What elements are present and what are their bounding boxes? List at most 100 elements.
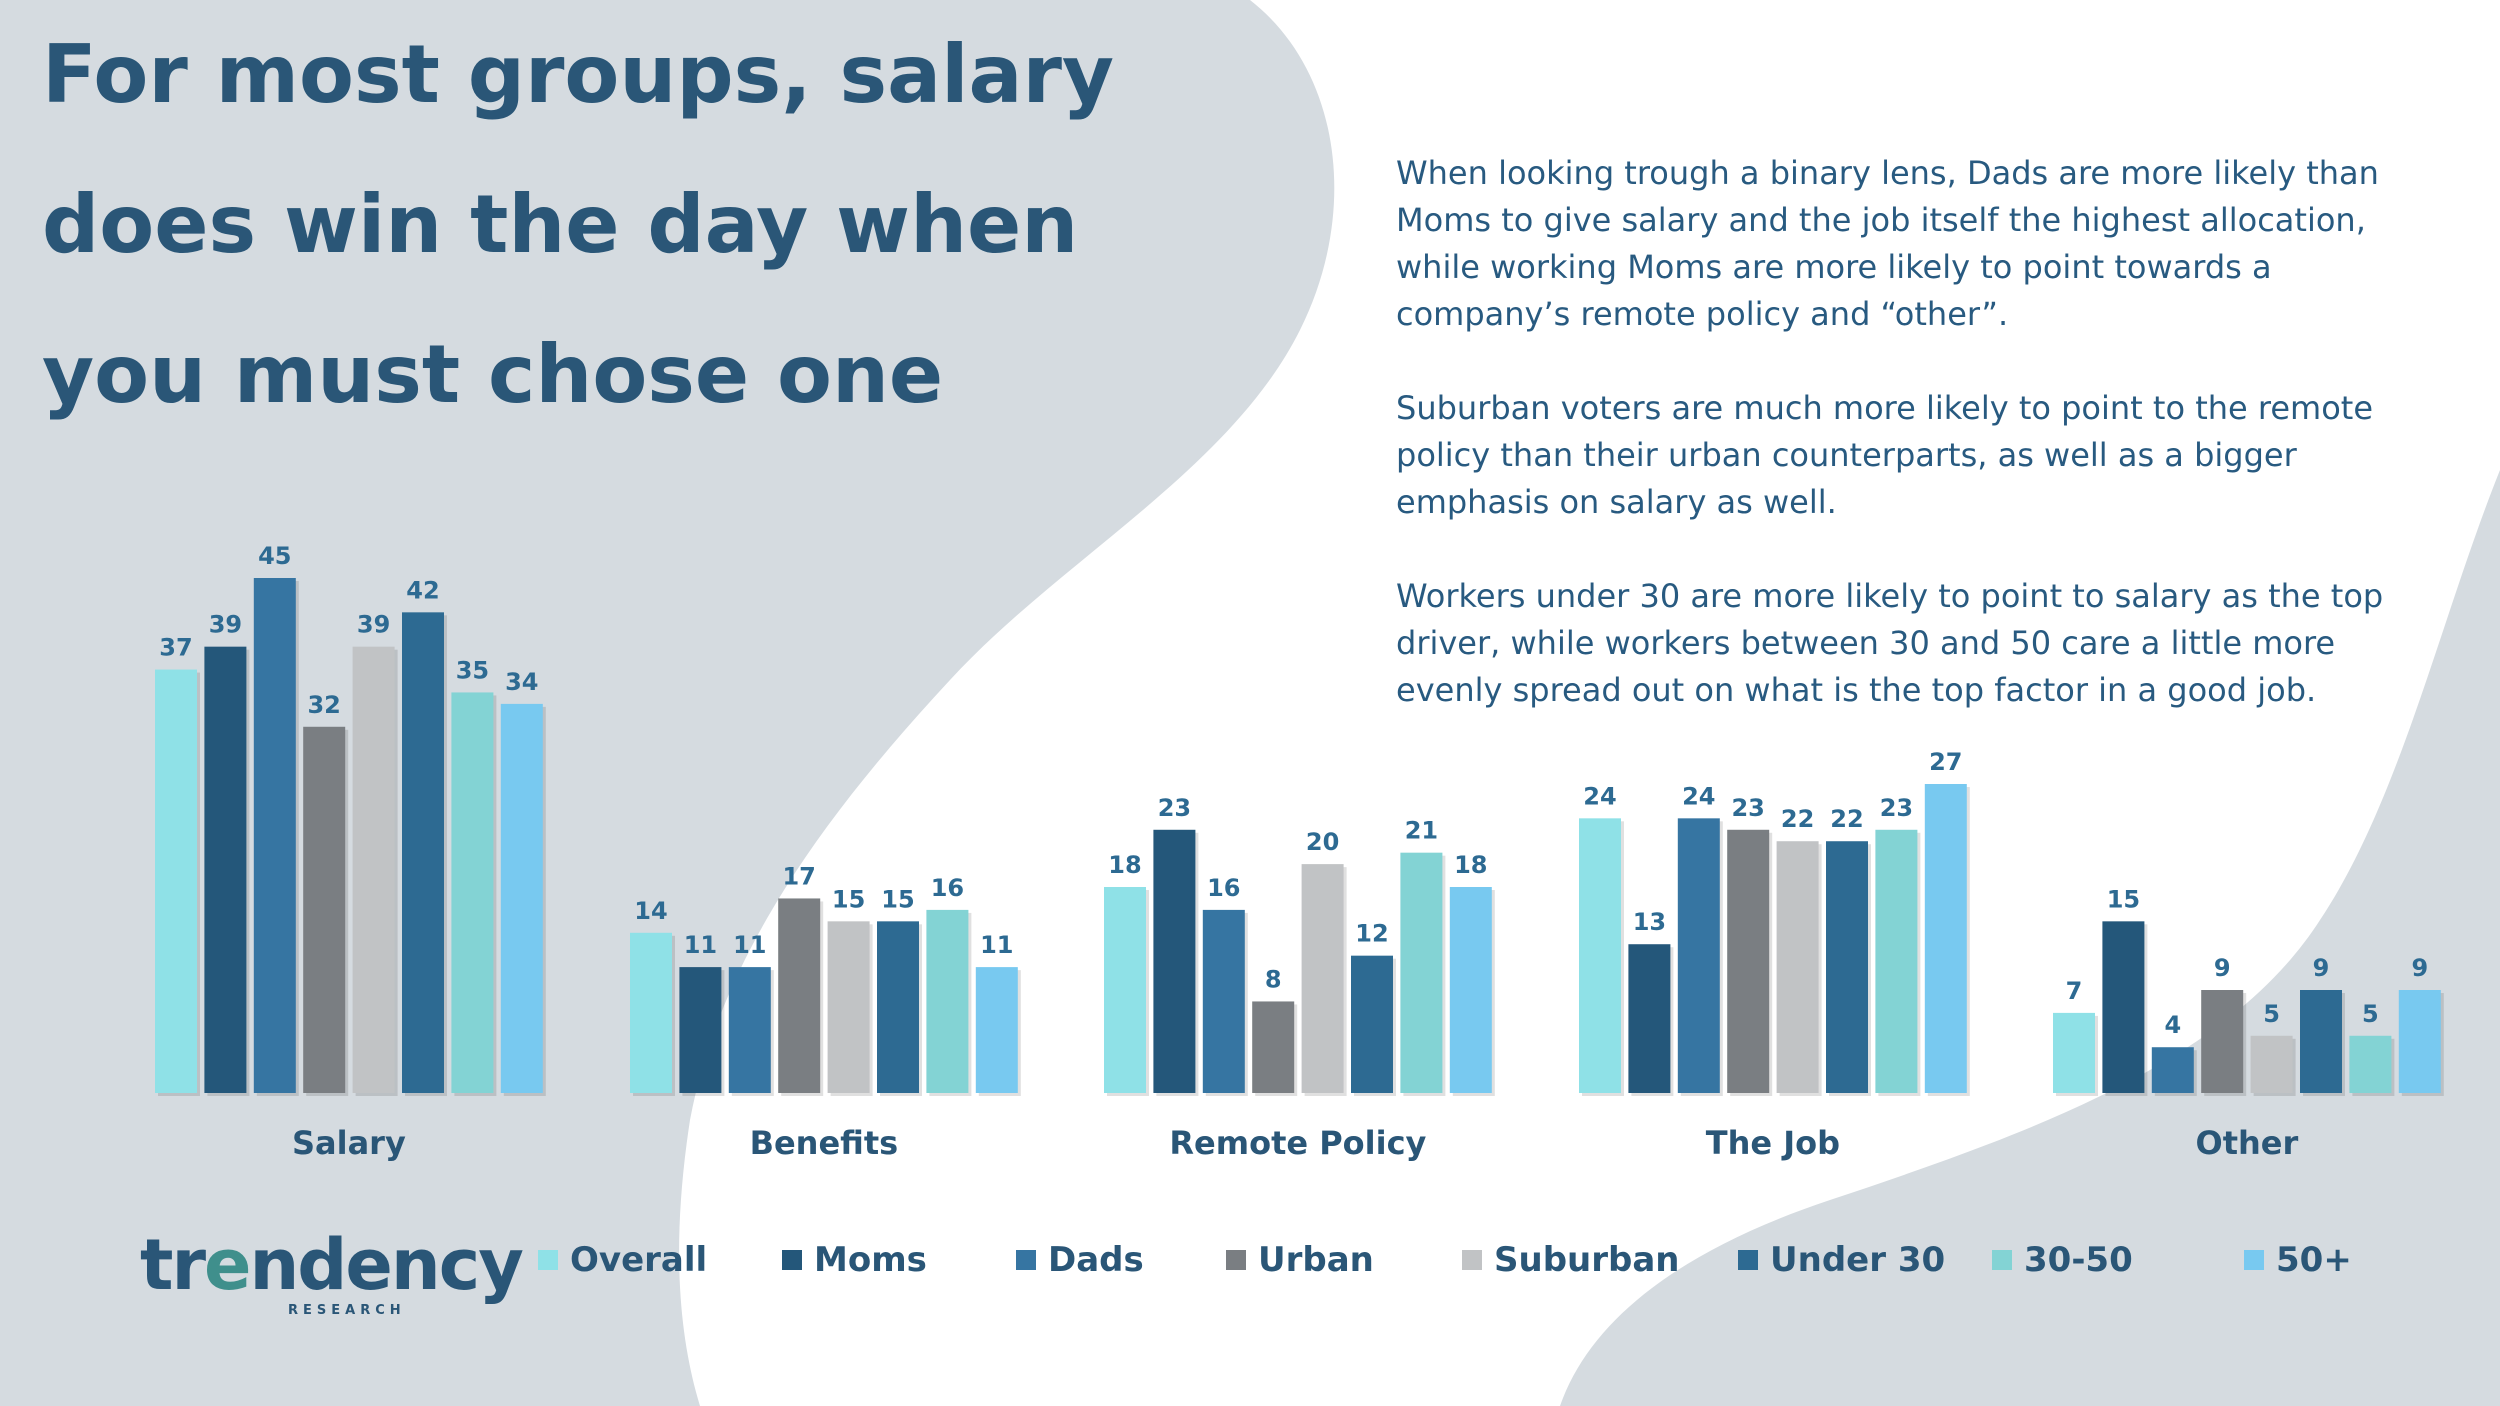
- data-label: 11: [733, 931, 766, 959]
- bar-remote-policy-suburban: [1301, 864, 1344, 1093]
- bar-the-job-urban: [1727, 829, 1770, 1093]
- data-label: 11: [980, 931, 1013, 959]
- category-label-benefits: Benefits: [750, 1124, 899, 1162]
- data-label: 13: [1633, 908, 1666, 936]
- bar-remote-policy-overall: [1104, 887, 1146, 1093]
- bar-remote-policy-urban: [1252, 1001, 1295, 1093]
- data-label: 22: [1781, 805, 1814, 833]
- legend-label: Dads: [1048, 1240, 1144, 1280]
- data-label: 7: [2066, 977, 2083, 1005]
- legend-item-50+: 50+: [2244, 1240, 2352, 1280]
- data-label: 11: [684, 931, 717, 959]
- legend-label: Moms: [814, 1240, 927, 1280]
- bar-other-moms: [2102, 921, 2145, 1093]
- category-label-remote-policy: Remote Policy: [1169, 1124, 1426, 1162]
- legend-label: Under 30: [1770, 1240, 1946, 1280]
- bar-salary-50+: [500, 703, 543, 1093]
- data-label: 34: [505, 668, 538, 696]
- legend-item-30-50: 30-50: [1992, 1240, 2133, 1280]
- data-label: 23: [1880, 794, 1913, 822]
- legend-label: 30-50: [2024, 1240, 2133, 1280]
- commentary-text: When looking trough a binary lens, Dads …: [1396, 150, 2406, 761]
- bar-salary-urban: [303, 726, 346, 1093]
- legend-swatch: [538, 1250, 558, 1270]
- bar-benefits-under-30: [877, 921, 919, 1093]
- bar-other-50+: [2398, 990, 2441, 1093]
- bar-salary-under-30: [402, 612, 444, 1093]
- data-label: 9: [2214, 954, 2231, 982]
- bar-remote-policy-under-30: [1351, 955, 1393, 1093]
- legend-item-under-30: Under 30: [1738, 1240, 1945, 1280]
- bar-the-job-dads: [1677, 818, 1720, 1093]
- legend-item-dads: Dads: [1016, 1240, 1144, 1280]
- bar-other-under-30: [2300, 990, 2342, 1093]
- legend-swatch: [1016, 1250, 1036, 1270]
- data-label: 21: [1405, 817, 1438, 845]
- commentary-paragraph-3: Workers under 30 are more likely to poin…: [1396, 577, 2384, 709]
- data-label: 45: [258, 542, 291, 570]
- legend-label: Overall: [570, 1240, 708, 1280]
- data-label: 15: [2107, 885, 2140, 913]
- legend-item-moms: Moms: [782, 1240, 927, 1280]
- data-label: 35: [456, 656, 489, 684]
- legend-label: 50+: [2276, 1240, 2352, 1280]
- bar-salary-dads: [253, 578, 296, 1093]
- data-label: 15: [881, 885, 914, 913]
- data-label: 15: [832, 885, 865, 913]
- bar-salary-moms: [204, 646, 247, 1093]
- data-label: 9: [2411, 954, 2428, 982]
- legend-label: Suburban: [1494, 1240, 1680, 1280]
- bar-other-overall: [2053, 1012, 2095, 1093]
- bar-benefits-50+: [975, 967, 1018, 1093]
- data-label: 42: [406, 576, 439, 604]
- bar-other-30-50: [2349, 1035, 2392, 1093]
- bar-remote-policy-30-50: [1400, 852, 1443, 1093]
- data-label: 18: [1454, 851, 1487, 879]
- bar-the-job-overall: [1579, 818, 1621, 1093]
- data-label: 23: [1731, 794, 1764, 822]
- bar-remote-policy-50+: [1449, 887, 1492, 1093]
- legend-item-suburban: Suburban: [1462, 1240, 1680, 1280]
- legend-swatch: [2244, 1250, 2264, 1270]
- data-label: 5: [2362, 1000, 2379, 1028]
- data-label: 20: [1306, 828, 1339, 856]
- trendency-logo: trendency RESEARCH: [140, 1225, 524, 1318]
- bar-benefits-dads: [728, 967, 771, 1093]
- bar-the-job-moms: [1628, 944, 1671, 1093]
- bar-the-job-under-30: [1826, 841, 1868, 1093]
- bar-the-job-50+: [1924, 784, 1967, 1093]
- data-label: 39: [209, 611, 242, 639]
- data-label: 18: [1108, 851, 1141, 879]
- data-label: 24: [1682, 782, 1715, 810]
- legend-swatch: [1738, 1250, 1758, 1270]
- category-label-the-job: The Job: [1706, 1124, 1840, 1162]
- logo-wordmark: trendency: [140, 1224, 524, 1306]
- bar-salary-overall: [155, 669, 197, 1093]
- data-label: 16: [1207, 874, 1240, 902]
- data-label: 14: [634, 897, 667, 925]
- data-label: 32: [307, 691, 340, 719]
- bar-benefits-moms: [679, 967, 722, 1093]
- bar-the-job-30-50: [1875, 829, 1918, 1093]
- legend-swatch: [782, 1250, 802, 1270]
- legend-swatch: [1462, 1250, 1482, 1270]
- bar-benefits-suburban: [827, 921, 870, 1093]
- data-label: 8: [1265, 965, 1282, 993]
- title-line-2: does win the day when: [42, 178, 1079, 271]
- data-label: 17: [782, 862, 815, 890]
- data-label: 37: [159, 634, 192, 662]
- category-label-salary: Salary: [292, 1124, 406, 1162]
- legend-swatch: [1226, 1250, 1246, 1270]
- commentary-paragraph-2: Suburban voters are much more likely to …: [1396, 389, 2373, 521]
- bar-remote-policy-moms: [1153, 829, 1196, 1093]
- bar-benefits-30-50: [926, 909, 969, 1093]
- bar-other-urban: [2201, 990, 2244, 1093]
- data-label: 39: [357, 611, 390, 639]
- bar-salary-suburban: [352, 646, 395, 1093]
- bar-the-job-suburban: [1776, 841, 1819, 1093]
- legend-label: Urban: [1258, 1240, 1374, 1280]
- data-label: 23: [1158, 794, 1191, 822]
- bar-remote-policy-dads: [1202, 909, 1245, 1093]
- data-label: 24: [1583, 782, 1616, 810]
- legend-item-overall: Overall: [538, 1240, 707, 1280]
